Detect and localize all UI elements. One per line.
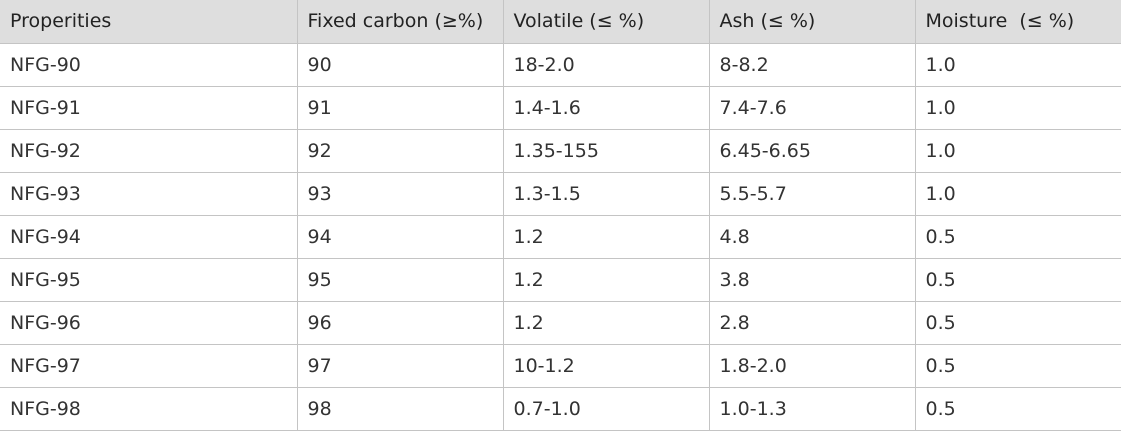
table-cell: NFG-91 [0,85,298,130]
table-cell: 1.0 [914,85,1121,130]
table-cell: 1.2 [502,300,710,345]
header-cell: Ash (≤ %) [708,0,916,44]
table-cell: 0.7-1.0 [502,386,710,431]
table-cell: 8-8.2 [708,42,916,87]
table-cell: 95 [296,257,504,302]
table-cell: 18-2.0 [502,42,710,87]
table-cell: 1.0 [914,42,1121,87]
table-cell: 91 [296,85,504,130]
table-cell: 0.5 [914,386,1121,431]
table-cell: 2.8 [708,300,916,345]
table-cell: NFG-94 [0,214,298,259]
table-row: NFG-92 92 1.35-155 6.45-6.65 1.0 [0,128,1121,173]
table-cell: NFG-93 [0,171,298,216]
table-row: NFG-94 94 1.2 4.8 0.5 [0,214,1121,259]
header-row: Properities Fixed carbon (≥%) Volatile (≤ … [0,0,1121,44]
table-cell: 96 [296,300,504,345]
table-cell: 1.3-1.5 [502,171,710,216]
header-cell: Properities [0,0,298,44]
table-row: NFG-96 96 1.2 2.8 0.5 [0,300,1121,345]
table-cell: 6.45-6.65 [708,128,916,173]
table-cell: 3.8 [708,257,916,302]
table-cell: NFG-96 [0,300,298,345]
table-cell: 90 [296,42,504,87]
table-cell: 1.0 [914,128,1121,173]
table-cell: 0.5 [914,257,1121,302]
table-cell: 10-1.2 [502,343,710,388]
table-row: NFG-91 91 1.4-1.6 7.4-7.6 1.0 [0,85,1121,130]
table-row: NFG-97 97 10-1.2 1.8-2.0 0.5 [0,343,1121,388]
properties-table: Properities Fixed carbon (≥%) Volatile (≤ … [0,0,1121,431]
header-cell: Volatile (≤ %) [502,0,710,44]
table-body: NFG-90 90 18-2.0 8-8.2 1.0 NFG-91 91 1.4-1.6 7.4… [0,42,1121,431]
table-cell: NFG-92 [0,128,298,173]
table-cell: 97 [296,343,504,388]
table-cell: 0.5 [914,300,1121,345]
table-cell: 1.8-2.0 [708,343,916,388]
table-cell: NFG-97 [0,343,298,388]
table-cell: NFG-98 [0,386,298,431]
table-cell: 93 [296,171,504,216]
table-cell: 1.0-1.3 [708,386,916,431]
table-cell: 92 [296,128,504,173]
table-cell: NFG-95 [0,257,298,302]
table-cell: NFG-90 [0,42,298,87]
table-row: NFG-95 95 1.2 3.8 0.5 [0,257,1121,302]
table-row: NFG-90 90 18-2.0 8-8.2 1.0 [0,42,1121,87]
table-row: NFG-93 93 1.3-1.5 5.5-5.7 1.0 [0,171,1121,216]
table-cell: 0.5 [914,343,1121,388]
table-cell: 1.2 [502,257,710,302]
table-cell: 0.5 [914,214,1121,259]
table-header: Properities Fixed carbon (≥%) Volatile (≤ … [0,0,1121,44]
header-cell: Moisture (≤ %) [914,0,1121,44]
table-cell: 4.8 [708,214,916,259]
table-cell: 1.4-1.6 [502,85,710,130]
table-cell: 1.2 [502,214,710,259]
table-cell: 1.35-155 [502,128,710,173]
table-row: NFG-98 98 0.7-1.0 1.0-1.3 0.5 [0,386,1121,431]
table-cell: 7.4-7.6 [708,85,916,130]
table-cell: 1.0 [914,171,1121,216]
header-cell: Fixed carbon (≥%) [296,0,504,44]
table-cell: 5.5-5.7 [708,171,916,216]
table-cell: 94 [296,214,504,259]
table-cell: 98 [296,386,504,431]
